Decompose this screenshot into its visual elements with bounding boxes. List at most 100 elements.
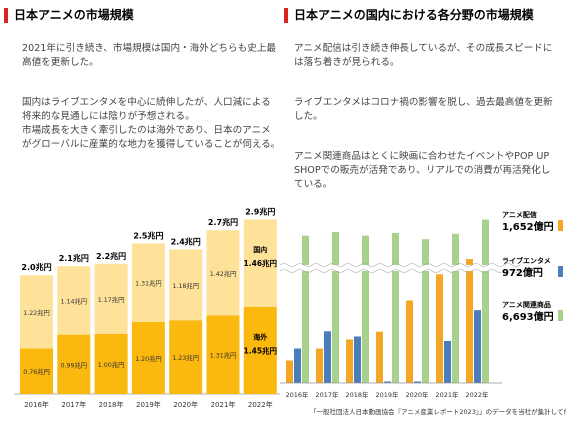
text-line: 将来的な見通しには陰りが予想される。 xyxy=(22,111,195,122)
x-tick-label: 2016年 xyxy=(24,400,49,409)
x-tick-label: 2021年 xyxy=(435,390,459,399)
x-tick-label: 2019年 xyxy=(375,390,399,399)
right-section-title: 日本アニメの国内における各分野の市場規模 xyxy=(284,8,534,23)
legend-streaming-value: 1,652億円 xyxy=(502,220,554,233)
bar-goods xyxy=(392,232,399,383)
bar-streaming xyxy=(346,339,353,383)
bar-live-entertainment xyxy=(444,341,451,383)
data-label-overseas: 1.20兆円 xyxy=(135,354,162,363)
bar-live-entertainment xyxy=(474,310,481,383)
legend-goods-name: アニメ関連商品 xyxy=(502,300,551,309)
x-tick-label: 2021年 xyxy=(211,400,236,409)
bar-goods xyxy=(332,232,339,383)
x-tick-label: 2022年 xyxy=(248,400,273,409)
bar-domestic xyxy=(57,266,91,335)
total-label: 2.9兆円 xyxy=(245,206,275,216)
bar-domestic xyxy=(94,263,128,334)
bar-goods xyxy=(362,235,369,383)
series-name-overseas: 海外 xyxy=(253,333,267,342)
text-line: 国内はライブエンタメを中心に続伸したが、人口減による xyxy=(22,97,271,108)
right-streaming-paragraph: アニメ配信は引き続き伸長しているが、その成長スピードに は落ち着きが見られる。 xyxy=(294,42,552,70)
bar-domestic xyxy=(243,219,277,307)
bar-overseas xyxy=(131,322,165,394)
total-label: 2.7兆円 xyxy=(208,217,238,227)
legend-goods-value: 6,693億円 xyxy=(502,310,554,323)
legend-live-entertainment-name: ライブエンタメ xyxy=(502,256,551,265)
bar-domestic xyxy=(20,275,53,349)
bar-overseas xyxy=(169,320,203,394)
bar-streaming xyxy=(316,348,323,383)
right-live-paragraph: ライブエンタメはコロナ禍の影響を脱し、過去最高値を更新 した。 xyxy=(294,96,553,124)
left-detail-paragraph: 国内はライブエンタメを中心に続伸したが、人口減による 将来的な見通しには陰りが予… xyxy=(22,96,280,152)
total-label: 2.5兆円 xyxy=(133,230,163,240)
data-label-domestic: 1.18兆円 xyxy=(172,281,199,290)
segment-chart: 2016年 2017年 2018年 2019年 2020年 2021年 2022年 アニメ配信… xyxy=(280,210,563,399)
bar-live-entertainment xyxy=(384,381,391,383)
bar-streaming xyxy=(376,331,383,383)
data-label-domestic: 1.22兆円 xyxy=(23,308,50,317)
right-goods-paragraph: アニメ関連商品はとくに映画に合わせたイベントやPOP UP SHOPでの販売が活… xyxy=(294,150,550,192)
bar-overseas xyxy=(206,315,240,394)
bar-streaming xyxy=(466,259,473,383)
bar-domestic xyxy=(206,230,240,316)
bar-live-entertainment xyxy=(414,381,421,383)
bar-overseas xyxy=(94,334,128,394)
legend-live-entertainment-value: 972億円 xyxy=(502,266,543,279)
bar-goods xyxy=(452,233,459,383)
data-label-overseas: 1.31兆円 xyxy=(210,351,237,360)
bar-live-entertainment xyxy=(354,336,361,383)
text-line: ライブエンタメはコロナ禍の影響を脱し、過去最高値を更新 xyxy=(294,97,553,108)
text-line: がグローバルに産業的な地力を獲得していることが伺える。 xyxy=(22,139,281,150)
text-line: した。 xyxy=(294,111,323,122)
series-name-domestic: 国内 xyxy=(253,245,267,254)
legend-goods-swatch xyxy=(558,310,563,321)
bar-overseas xyxy=(57,334,91,394)
text-line: アニメ配信は引き続き伸長しているが、その成長スピードに xyxy=(294,43,553,54)
left-section-title: 日本アニメの市場規模 xyxy=(4,8,134,23)
x-tick-label: 2018年 xyxy=(345,390,369,399)
bar-overseas xyxy=(20,348,53,394)
legend-live-entertainment-swatch xyxy=(558,266,563,277)
x-tick-label: 2019年 xyxy=(136,400,161,409)
total-label: 2.0兆円 xyxy=(21,262,51,272)
bar-domestic xyxy=(169,249,203,321)
legend-streaming-swatch xyxy=(558,220,563,231)
x-tick-label: 2020年 xyxy=(405,390,429,399)
data-label-overseas: 1.00兆円 xyxy=(98,360,125,369)
legend-streaming-name: アニメ配信 xyxy=(502,210,537,219)
x-tick-label: 2017年 xyxy=(315,390,339,399)
axis-break-band xyxy=(280,265,520,271)
data-label-domestic: 1.14兆円 xyxy=(60,296,87,305)
text-line: 2021年に引き続き、市場規模は国内・海外どちらも史上最 xyxy=(22,43,276,54)
bar-goods xyxy=(482,219,489,383)
x-tick-label: 2018年 xyxy=(99,400,124,409)
x-tick-label: 2017年 xyxy=(61,400,86,409)
text-line: SHOPでの販売が活発であり、リアルでの消費が再活発化し xyxy=(294,165,551,176)
text-line: ている。 xyxy=(294,179,333,190)
text-line: 市場成長を大きく牽引したのは海外であり、日本のアニメ xyxy=(22,125,271,136)
data-label-overseas: 0.76兆円 xyxy=(23,367,50,376)
bar-goods xyxy=(422,239,429,383)
x-tick-label: 2020年 xyxy=(173,400,198,409)
bar-live-entertainment xyxy=(324,331,331,383)
data-label-domestic: 1.17兆円 xyxy=(98,295,125,304)
left-summary-paragraph: 2021年に引き続き、市場規模は国内・海外どちらも史上最 高値を更新した。 xyxy=(22,42,276,70)
source-note: 「一般社団法人日本動画協会『アニメ産業レポート2023』」のデータを当社が集計し… xyxy=(310,408,566,416)
data-label-domestic: 1.46兆円 xyxy=(244,258,278,268)
text-line: アニメ関連商品はとくに映画に合わせたイベントやPOP UP xyxy=(294,151,550,162)
total-label: 2.1兆円 xyxy=(59,253,89,263)
bar-overseas xyxy=(243,307,277,394)
axis-break-line-bottom xyxy=(280,269,521,273)
bar-goods xyxy=(302,235,309,383)
bar-streaming xyxy=(406,300,413,383)
market-size-chart: 0.76兆円 1.22兆円 2.0兆円 2016年 0.99兆円 1.14兆円 2.1兆円 2… xyxy=(14,206,280,409)
bar-streaming xyxy=(286,360,293,383)
data-label-domestic: 1.42兆円 xyxy=(210,269,237,278)
x-tick-label: 2022年 xyxy=(465,390,489,399)
text-line: は落ち着きが見られる。 xyxy=(294,57,400,68)
axis-break-line-top xyxy=(280,263,521,267)
bar-live-entertainment xyxy=(294,348,301,383)
bar-domestic xyxy=(131,243,165,322)
text-line: 高値を更新した。 xyxy=(22,57,99,68)
x-tick-label: 2016年 xyxy=(285,390,309,399)
